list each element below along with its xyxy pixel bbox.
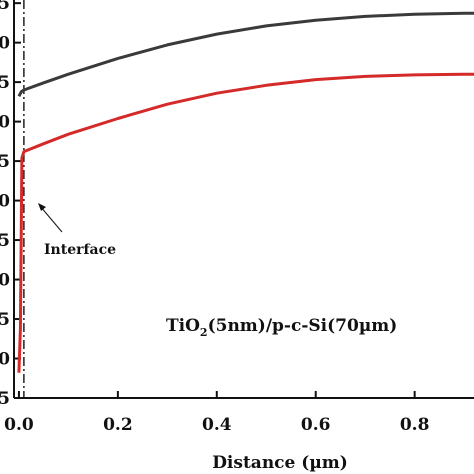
x-tick-label: 0.0: [4, 415, 34, 435]
x-tick-label: 0.4: [202, 415, 232, 435]
series-line-2: [17, 72, 474, 373]
x-axis-label: Distance (µm): [212, 453, 348, 473]
y-tick-label: 5: [0, 73, 10, 93]
annotation-arrowhead: [38, 203, 46, 211]
sample-label: TiO2(5nm)/p-c-Si(70µm): [166, 316, 397, 339]
series-layer: [17, 11, 474, 373]
plot-area: [14, 0, 474, 398]
sample-label-pre: TiO: [166, 316, 200, 336]
sample-label-sub: 2: [200, 326, 208, 339]
y-tick-label: 0: [0, 271, 10, 291]
x-axis-ticks: 0.0 0.2 0.4 0.6 0.8: [4, 391, 429, 435]
sample-label-post: (5nm)/p-c-Si(70µm): [208, 316, 398, 336]
x-tick-label: 0.6: [301, 415, 331, 435]
y-tick-label: 0: [0, 34, 10, 54]
interface-annotation: Interface: [38, 203, 116, 258]
y-tick-label: 0: [0, 113, 10, 133]
y-tick-label: 5: [0, 0, 10, 14]
x-tick-label: 0.2: [103, 415, 133, 435]
y-tick-label: 5: [0, 389, 10, 409]
series-line-1: [17, 11, 474, 98]
annotation-arrow: [39, 205, 63, 233]
y-tick-label: 5: [0, 310, 10, 330]
y-tick-label: 0: [0, 192, 10, 212]
y-tick-label: 5: [0, 152, 10, 172]
y-tick-label: 0: [0, 350, 10, 370]
annotation-label: Interface: [44, 242, 116, 258]
x-tick-label: 0.8: [400, 415, 430, 435]
y-tick-label: 5: [0, 231, 10, 251]
